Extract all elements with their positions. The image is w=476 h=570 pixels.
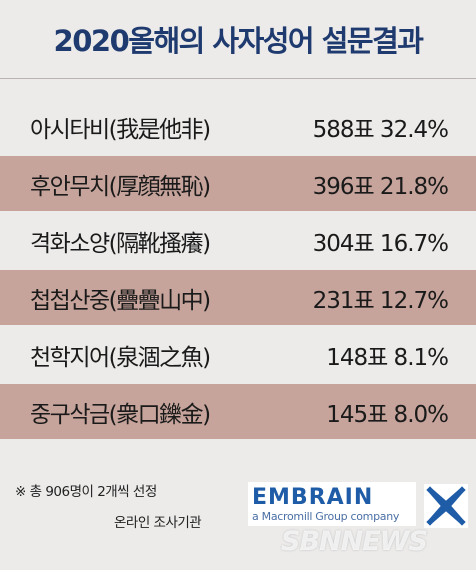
watermark: SBNNEWS [281, 526, 428, 557]
row-label: 천학지어(泉涸之魚) [30, 344, 211, 371]
table-row: 아시타비(我是他非) 588표 32.4% [0, 99, 476, 154]
row-value: 588표 32.4% [312, 116, 449, 143]
embrain-logo: EMBRAIN a Macromill Group company [248, 482, 416, 526]
title-divider [0, 78, 476, 79]
row-value: 148표 8.1% [326, 344, 449, 371]
row-value: 396표 21.8% [312, 173, 449, 200]
row-label: 첩첩산중(疊疊山中) [30, 287, 211, 314]
results-table: 아시타비(我是他非) 588표 32.4% 후안무치(厚顔無恥) 396표 21… [0, 99, 476, 441]
table-row: 첩첩산중(疊疊山中) 231표 12.7% [0, 270, 476, 325]
row-label: 격화소양(隔靴搔癢) [30, 230, 211, 257]
table-row: 후안무치(厚顔無恥) 396표 21.8% [0, 156, 476, 211]
row-label: 중구삭금(衆口鑠金) [30, 401, 211, 428]
row-label: 아시타비(我是他非) [30, 116, 211, 143]
table-row: 천학지어(泉涸之魚) 148표 8.1% [0, 327, 476, 382]
logo-tagline: a Macromill Group company [252, 510, 400, 523]
embrain-mark-icon [424, 484, 468, 528]
logo-wordmark: EMBRAIN [252, 485, 374, 510]
source-label: 온라인 조사기관 [114, 515, 202, 531]
row-value: 145표 8.0% [326, 401, 449, 428]
table-row: 중구삭금(衆口鑠金) 145표 8.0% [0, 384, 476, 439]
footnote: ※ 총 906명이 2개씩 선정 [15, 484, 157, 500]
table-row: 격화소양(隔靴搔癢) 304표 16.7% [0, 213, 476, 268]
row-value: 231표 12.7% [312, 287, 449, 314]
row-label: 후안무치(厚顔無恥) [30, 173, 211, 200]
chart-title: 2020올해의 사자성어 설문결과 [53, 24, 424, 58]
row-value: 304표 16.7% [312, 230, 449, 257]
